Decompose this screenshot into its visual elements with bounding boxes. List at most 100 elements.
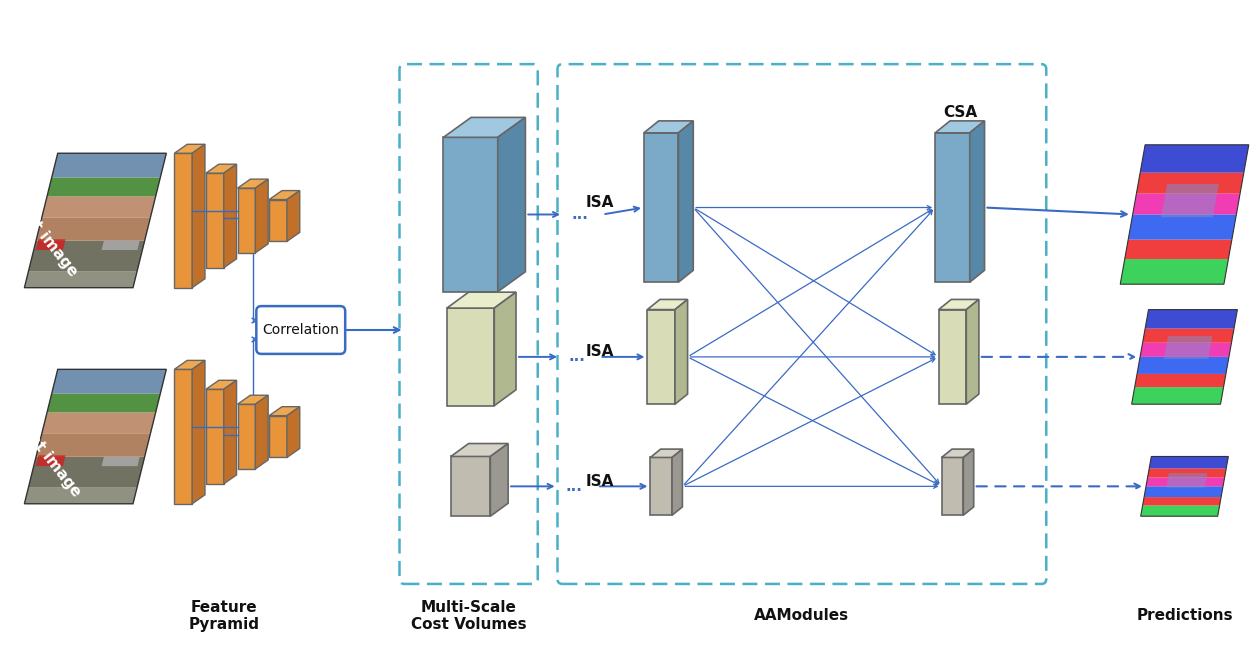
Text: AAModules: AAModules [754,608,850,624]
Polygon shape [175,144,205,153]
Polygon shape [1161,184,1219,217]
Polygon shape [1143,328,1234,343]
Polygon shape [47,177,161,196]
Polygon shape [647,310,675,404]
Polygon shape [1143,497,1221,506]
Polygon shape [679,121,694,282]
Polygon shape [192,144,205,288]
Polygon shape [451,444,508,457]
Text: ISA: ISA [586,195,613,210]
Polygon shape [238,404,255,469]
Polygon shape [238,179,268,188]
Polygon shape [647,299,688,310]
Polygon shape [1145,310,1237,328]
Polygon shape [41,196,156,218]
Text: Right image: Right image [9,409,84,500]
Polygon shape [287,191,299,242]
Polygon shape [29,457,145,488]
Polygon shape [941,457,963,515]
Polygon shape [644,133,679,282]
Polygon shape [1136,173,1244,193]
Polygon shape [36,434,151,457]
Polygon shape [1144,487,1223,497]
Polygon shape [206,389,224,484]
Polygon shape [24,271,137,288]
Polygon shape [490,444,508,516]
Polygon shape [967,299,979,404]
Polygon shape [451,457,490,516]
Polygon shape [1164,336,1213,359]
Polygon shape [941,449,974,457]
Polygon shape [494,292,517,406]
Polygon shape [52,153,166,177]
Polygon shape [1140,145,1248,173]
Polygon shape [650,449,683,457]
Polygon shape [238,188,255,253]
Polygon shape [287,406,299,457]
Text: ...: ... [571,207,588,222]
Polygon shape [206,380,236,389]
Text: Feature
Pyramid: Feature Pyramid [189,600,259,632]
Polygon shape [1148,469,1227,477]
Polygon shape [269,191,299,199]
Polygon shape [1120,259,1228,284]
Polygon shape [255,395,268,469]
Polygon shape [175,369,192,504]
Text: ISA: ISA [586,474,613,489]
Polygon shape [675,299,688,404]
Polygon shape [102,240,140,250]
Polygon shape [192,360,205,504]
Polygon shape [644,121,694,133]
Polygon shape [206,173,224,267]
Polygon shape [24,488,137,504]
Polygon shape [1140,343,1232,357]
Polygon shape [969,121,984,282]
Text: ...: ... [566,479,583,494]
Polygon shape [672,449,683,515]
FancyBboxPatch shape [256,306,346,354]
Polygon shape [175,360,205,369]
Polygon shape [444,137,498,292]
Text: ISA: ISA [586,344,613,359]
Polygon shape [224,164,236,267]
Polygon shape [35,455,65,466]
Polygon shape [102,457,140,466]
Polygon shape [1166,473,1208,487]
Polygon shape [35,239,65,250]
Polygon shape [935,121,984,133]
Polygon shape [1129,214,1237,240]
Polygon shape [498,117,525,292]
Polygon shape [1135,374,1226,387]
Polygon shape [1146,477,1224,487]
Text: Multi-Scale
Cost Volumes: Multi-Scale Cost Volumes [411,600,527,632]
Polygon shape [29,240,145,271]
Polygon shape [47,393,161,412]
Polygon shape [1131,387,1223,404]
Polygon shape [447,308,494,406]
Polygon shape [206,164,236,173]
Polygon shape [238,395,268,404]
Polygon shape [1125,240,1232,259]
Polygon shape [1149,457,1228,469]
Text: Left image: Left image [11,198,80,279]
Polygon shape [939,310,967,404]
Polygon shape [255,179,268,253]
Polygon shape [939,299,979,310]
Text: Predictions: Predictions [1136,608,1233,624]
Polygon shape [224,380,236,484]
Polygon shape [444,117,525,137]
Polygon shape [447,292,517,308]
Polygon shape [269,406,299,416]
Polygon shape [36,218,151,240]
Polygon shape [269,199,287,242]
Polygon shape [1133,193,1241,214]
Polygon shape [963,449,974,515]
Polygon shape [650,457,672,515]
Text: Correlation: Correlation [263,323,339,337]
Polygon shape [1140,506,1219,516]
Text: CSA: CSA [943,105,977,120]
Polygon shape [175,153,192,288]
Polygon shape [52,369,166,393]
Polygon shape [935,133,969,282]
Polygon shape [41,412,156,434]
